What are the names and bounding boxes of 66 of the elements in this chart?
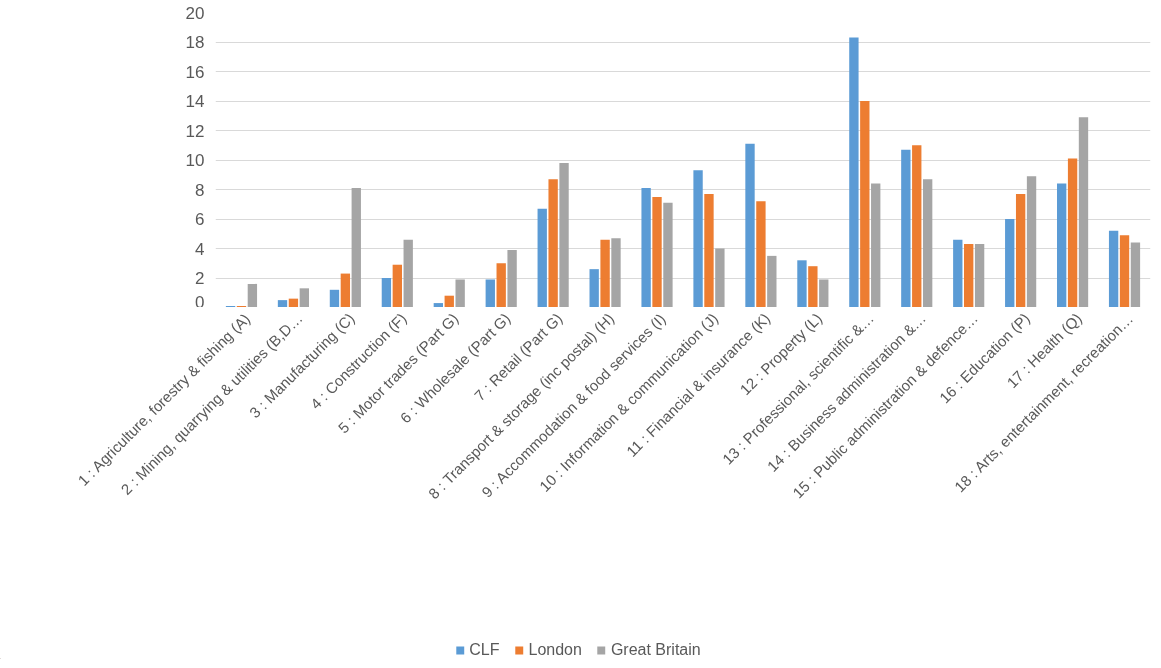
y-tick-label: 14 [185, 92, 205, 111]
bar [1130, 242, 1141, 307]
y-tick-label: 12 [185, 121, 205, 141]
bar [1067, 158, 1078, 307]
y-tick-label: 20 [185, 3, 205, 23]
bar [745, 143, 755, 307]
bar [922, 179, 933, 307]
y-tick-label: 2 [195, 269, 205, 288]
bar [901, 149, 911, 307]
bar [715, 248, 725, 307]
bar [351, 188, 361, 307]
bar [1078, 117, 1089, 307]
bar [663, 202, 673, 307]
bar [611, 238, 621, 307]
bar [704, 193, 714, 307]
y-tick-label: 6 [195, 210, 205, 229]
bar [974, 244, 985, 307]
bar [299, 288, 309, 307]
bar [693, 170, 703, 307]
bar [392, 264, 402, 307]
bar [912, 145, 922, 307]
bar [1015, 193, 1026, 307]
bar [277, 300, 288, 307]
bar [1119, 235, 1130, 307]
bar [507, 249, 517, 307]
bar [819, 279, 829, 307]
legend-label: CLF [469, 641, 500, 659]
bar [767, 255, 777, 307]
bar [797, 260, 807, 307]
y-tick-label: 4 [195, 239, 205, 259]
bar [641, 188, 651, 307]
bar [559, 162, 569, 307]
bar [247, 283, 258, 307]
bar [1108, 230, 1119, 307]
bar [756, 201, 766, 307]
bar [953, 239, 963, 307]
bar [860, 101, 870, 307]
bar [537, 208, 547, 307]
bar [433, 303, 444, 307]
bar [329, 289, 340, 307]
bar [403, 239, 413, 307]
bar [964, 244, 974, 307]
bar [808, 266, 818, 307]
bar [1005, 219, 1015, 307]
bar [381, 278, 392, 307]
bar [548, 179, 558, 307]
y-tick-label: 10 [185, 151, 205, 170]
bar [485, 279, 495, 307]
bar [1057, 183, 1067, 307]
bar [589, 269, 599, 307]
y-tick-label: 16 [185, 62, 205, 82]
bar [496, 263, 506, 307]
bar [1026, 176, 1037, 307]
y-tick-label: 0 [195, 292, 205, 312]
bar [444, 295, 454, 307]
bar [652, 196, 662, 307]
y-tick-label: 8 [195, 180, 205, 200]
bar [455, 279, 465, 307]
bar [288, 298, 299, 307]
bar [849, 37, 859, 307]
bar [340, 273, 351, 307]
legend-label: Great Britain [610, 641, 701, 659]
bar [600, 239, 610, 307]
legend-label: London [528, 641, 582, 659]
bar [871, 183, 881, 307]
y-tick-label: 18 [185, 33, 205, 52]
